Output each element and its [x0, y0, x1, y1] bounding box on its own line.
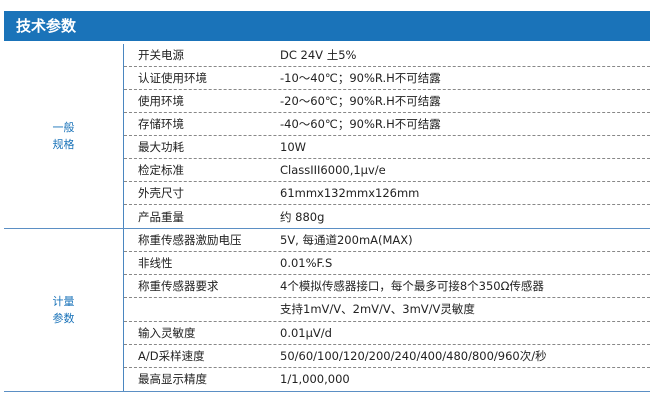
spec-value: 50/60/100/120/200/240/400/480/800/960次/秒	[280, 348, 547, 363]
spec-value: 0.01μV/d	[280, 325, 332, 340]
spec-row: 使用环境 -20～60℃；90%R.H不可结露	[124, 90, 650, 113]
spec-value: -20～60℃；90%R.H不可结露	[280, 94, 441, 108]
spec-row: A/D采样速度 50/60/100/120/200/240/400/480/800…	[124, 345, 650, 368]
spec-label: 产品重量	[138, 209, 184, 224]
metering-params-section: 计量参数 称重传感器激励电压 5V, 每通道200mA(MAX) 非线性 0.01%F…	[4, 229, 650, 392]
category-line: 计量	[52, 295, 75, 308]
spec-value: 61mmx132mmx126mm	[280, 186, 420, 200]
spec-label: 认证使用环境	[138, 71, 207, 85]
spec-label: 外壳尺寸	[138, 186, 184, 200]
spec-label: A/D采样速度	[138, 348, 205, 363]
spec-row: 外壳尺寸 61mmx132mmx126mm	[124, 182, 650, 205]
spec-value: -40～60℃；90%R.H不可结露	[280, 117, 441, 131]
spec-row: 开关电源 DC 24V 土5%	[124, 44, 650, 67]
spec-label: 存储环境	[138, 117, 184, 131]
category-line: 规格	[52, 138, 75, 151]
spec-row: 输入灵敏度 0.01μV/d	[124, 322, 650, 345]
spec-label: 开关电源	[138, 48, 184, 62]
spec-row: 认证使用环境 -10～40℃；90%R.H不可结露	[124, 67, 650, 90]
spec-label: 检定标准	[138, 163, 184, 177]
spec-row: 最大功耗 10W	[124, 136, 650, 159]
spec-value: 0.01%F.S	[280, 256, 333, 271]
spec-label: 最大功耗	[138, 140, 184, 154]
spec-row: 检定标准 ClassIII6000,1μv/e	[124, 159, 650, 182]
spec-label: 非线性	[138, 256, 173, 271]
spec-row: 非线性 0.01%F.S	[124, 252, 650, 276]
spec-row: 支持1mV/V、2mV/V、3mV/V灵敏度	[124, 298, 650, 322]
spec-row: 存储环境 -40～60℃；90%R.H不可结露	[124, 113, 650, 136]
category-metering: 计量 参数	[4, 229, 124, 391]
spec-value: -10～40℃；90%R.H不可结露	[280, 71, 441, 85]
section-header: 技术参数	[4, 11, 650, 41]
spec-value: 支持1mV/V、2mV/V、3mV/V灵敏度	[280, 302, 475, 317]
spec-row: 产品重量 约 880g	[124, 205, 650, 228]
spec-value: 约 880g	[280, 209, 325, 224]
spec-value: 4个模拟传感器接口，每个最多可接8个350Ω传感器	[280, 279, 544, 294]
spec-label: 最高显示精度	[138, 372, 207, 387]
general-specs-section: 一般规格 开关电源 DC 24V 土5% 认证使用环境 -10～40℃；90%R.H不…	[4, 44, 650, 229]
spec-row: 称重传感器要求 4个模拟传感器接口，每个最多可接8个350Ω传感器	[124, 275, 650, 299]
spec-row: 称重传感器激励电压 5V, 每通道200mA(MAX)	[124, 229, 650, 253]
category-general: 一般 规格	[4, 44, 124, 228]
spec-label: 输入灵敏度	[138, 325, 196, 340]
spec-row: 最高显示精度 1/1,000,000	[124, 368, 650, 391]
spec-label: 使用环境	[138, 94, 184, 108]
spec-value: ClassIII6000,1μv/e	[280, 163, 386, 177]
spec-label: 称重传感器激励电压	[138, 233, 242, 248]
category-line: 一般	[52, 121, 75, 134]
spec-value: 1/1,000,000	[280, 372, 350, 387]
spec-label: 称重传感器要求	[138, 279, 219, 294]
spec-value: 5V, 每通道200mA(MAX)	[280, 233, 413, 248]
spec-value: 10W	[280, 140, 307, 154]
category-line: 参数	[52, 312, 75, 325]
spec-value: DC 24V 土5%	[280, 48, 357, 62]
